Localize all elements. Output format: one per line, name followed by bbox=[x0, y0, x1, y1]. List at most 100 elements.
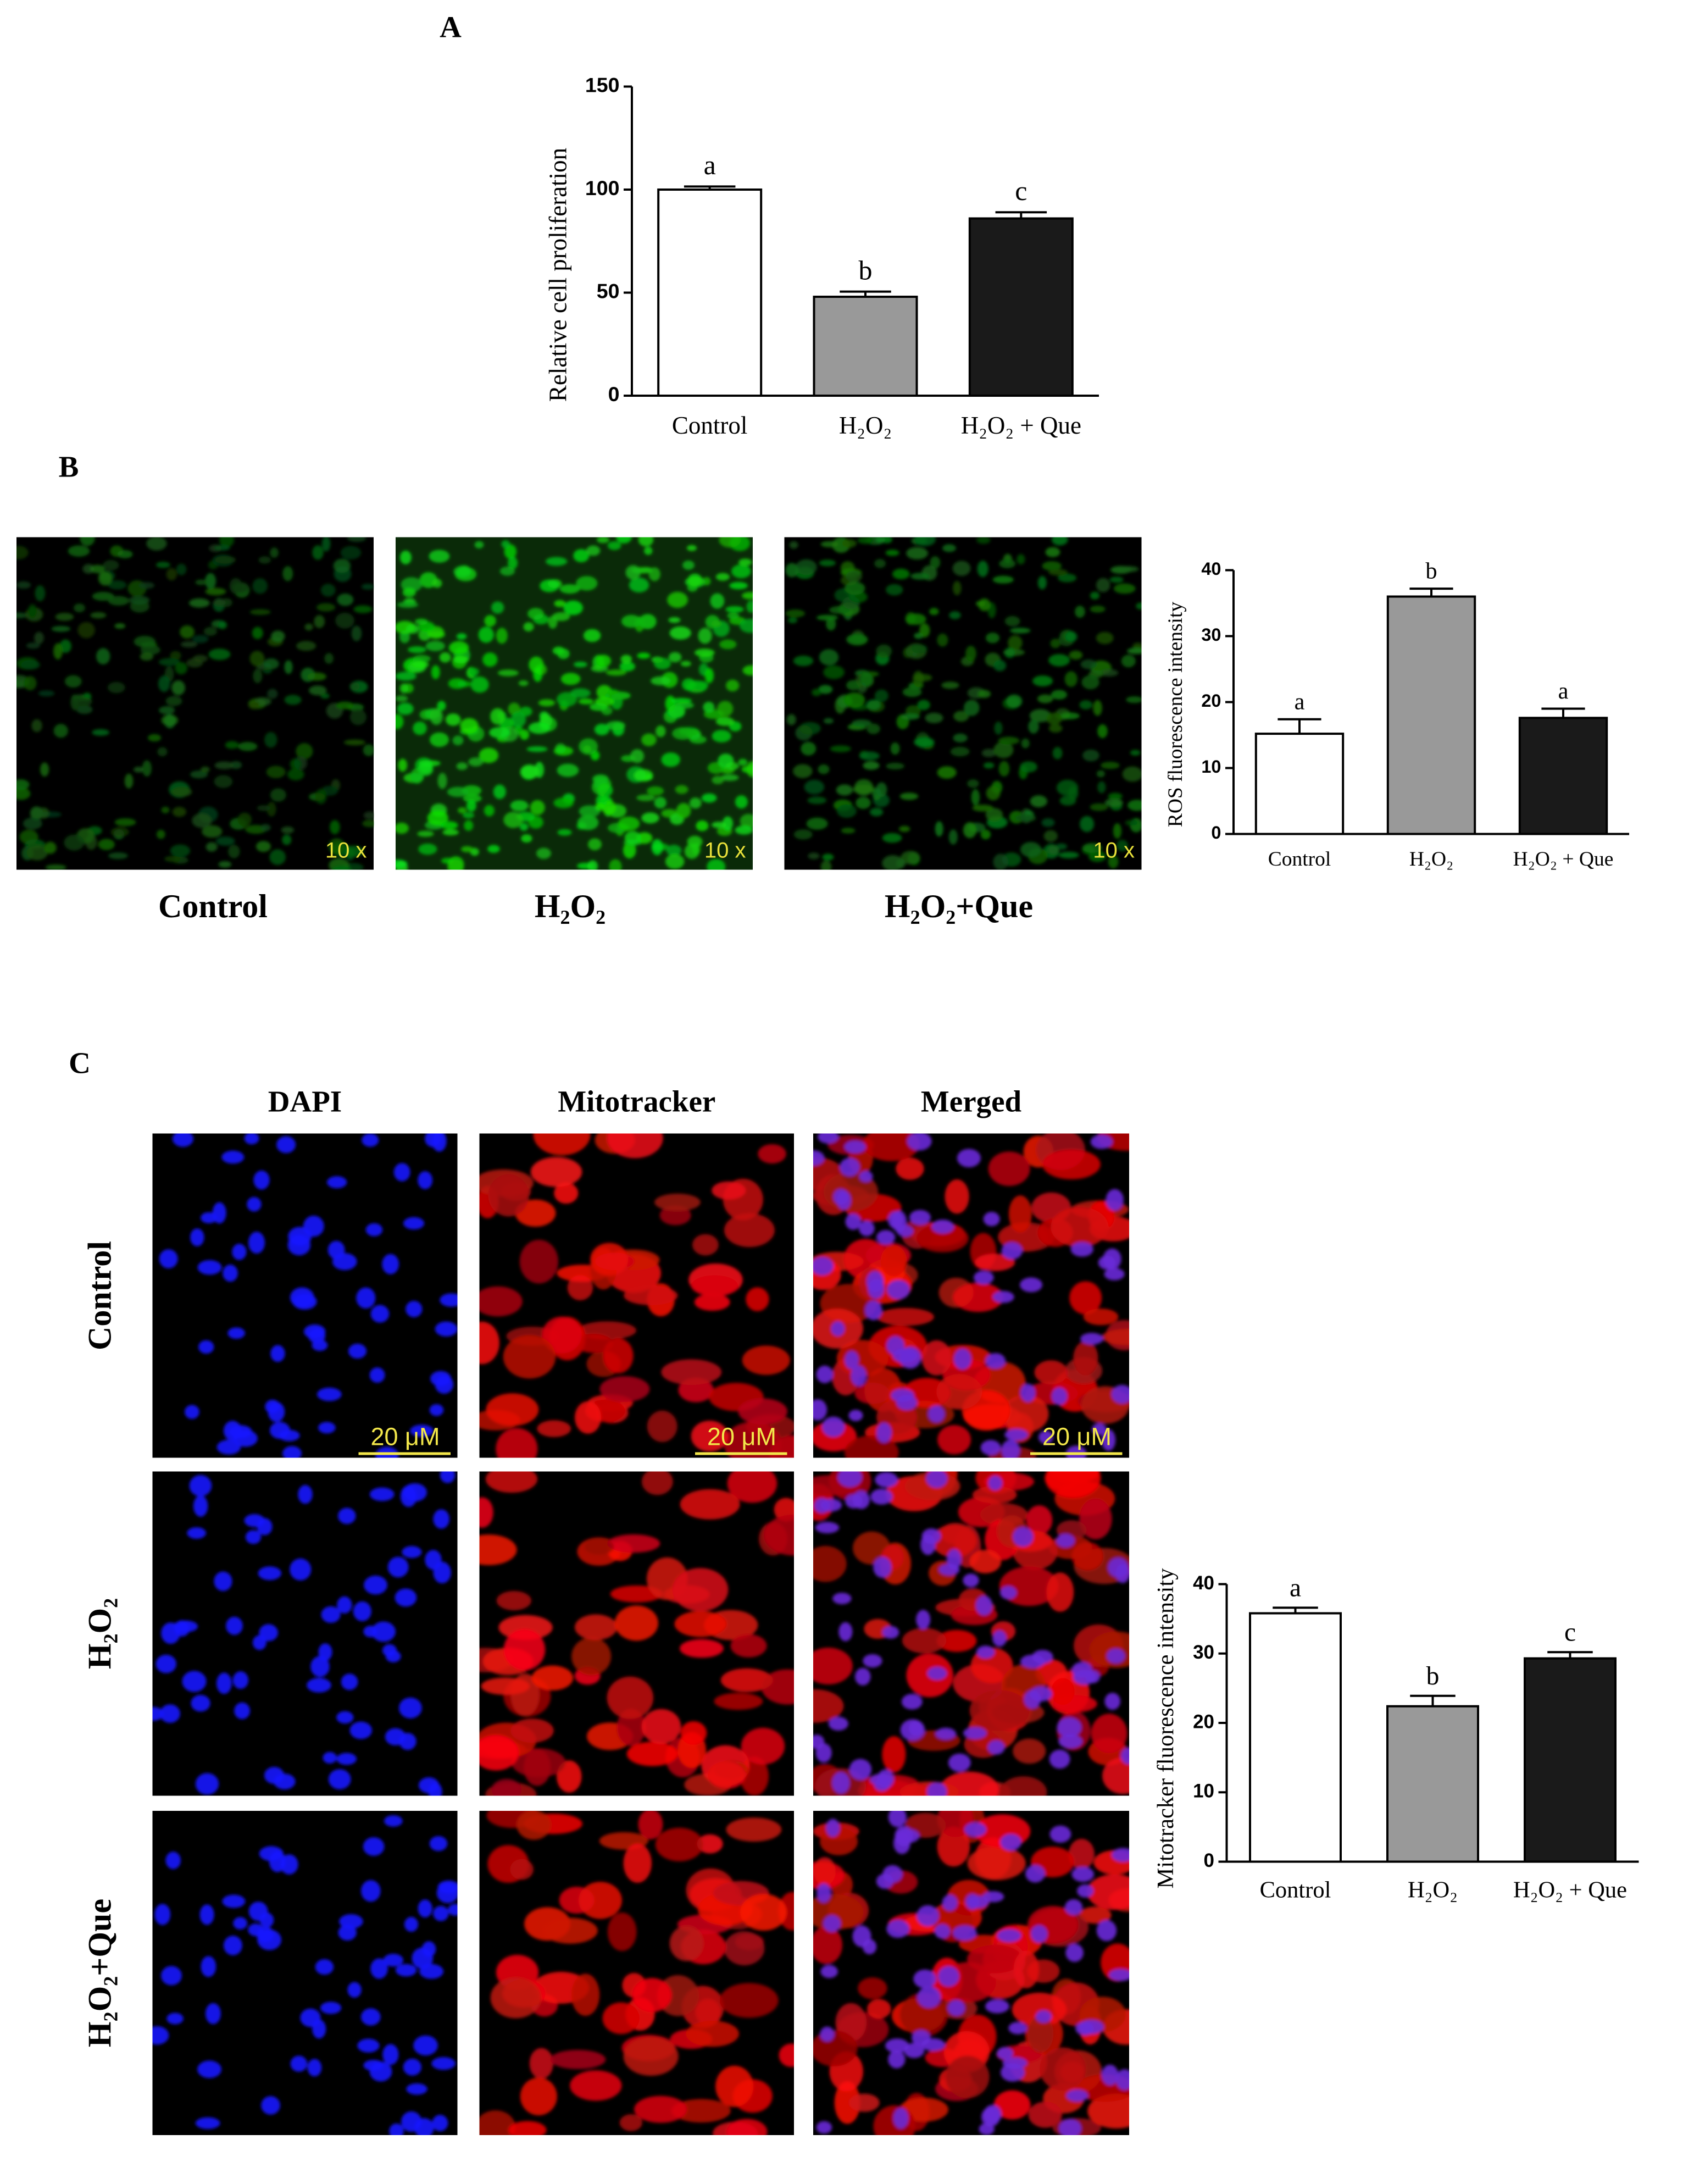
nucleus bbox=[816, 1365, 834, 1383]
nucleus bbox=[360, 2008, 381, 2026]
nucleus bbox=[182, 1671, 207, 1692]
nucleus bbox=[1002, 2057, 1027, 2069]
cell bbox=[466, 800, 476, 812]
nucleus bbox=[364, 1575, 387, 1595]
nucleus bbox=[926, 1471, 947, 1488]
cell bbox=[882, 1736, 906, 1773]
cell bbox=[983, 762, 995, 769]
nucleus bbox=[318, 1422, 336, 1434]
cell bbox=[129, 596, 150, 605]
cell bbox=[911, 644, 927, 653]
nucleus bbox=[222, 1894, 246, 1908]
nucleus bbox=[999, 1586, 1017, 1600]
cell bbox=[53, 724, 68, 738]
cell bbox=[863, 761, 880, 770]
cells bbox=[813, 1471, 1130, 1796]
cell bbox=[530, 1157, 582, 1187]
nucleus bbox=[849, 1759, 872, 1780]
cell bbox=[906, 613, 926, 625]
cell bbox=[812, 689, 822, 696]
nucleus bbox=[256, 1926, 274, 1943]
cell bbox=[901, 713, 920, 720]
cell bbox=[1090, 605, 1106, 613]
cell bbox=[110, 827, 130, 837]
cell bbox=[108, 580, 127, 590]
cell bbox=[1121, 655, 1136, 668]
nucleus bbox=[997, 1929, 1021, 1942]
cell bbox=[1045, 547, 1060, 557]
nucleus bbox=[980, 1440, 1001, 1456]
cell bbox=[666, 845, 682, 856]
cell bbox=[170, 844, 191, 857]
cell bbox=[680, 1721, 707, 1745]
nucleus bbox=[363, 1837, 385, 1856]
cell bbox=[176, 563, 187, 575]
nucleus bbox=[1058, 1734, 1082, 1749]
cell bbox=[577, 815, 599, 830]
nucleus bbox=[837, 1471, 862, 1487]
nucleus bbox=[1049, 1749, 1070, 1769]
nucleus bbox=[948, 1753, 971, 1772]
cell bbox=[96, 648, 110, 665]
nucleus bbox=[964, 1822, 987, 1837]
cell bbox=[560, 673, 581, 685]
nucleus bbox=[1020, 1277, 1043, 1293]
cell bbox=[1083, 1308, 1119, 1326]
cell bbox=[789, 541, 798, 549]
cell bbox=[674, 1611, 727, 1637]
cell bbox=[157, 747, 168, 757]
cell bbox=[793, 764, 813, 778]
cell bbox=[16, 787, 31, 800]
cell bbox=[1048, 845, 1059, 855]
nucleus bbox=[1104, 1268, 1125, 1281]
cell bbox=[1101, 762, 1120, 769]
cell bbox=[343, 739, 366, 746]
cell bbox=[171, 680, 185, 696]
cell bbox=[419, 760, 441, 767]
cell bbox=[697, 1834, 723, 1854]
nucleus bbox=[1000, 1834, 1022, 1851]
cell bbox=[1056, 843, 1068, 850]
cell bbox=[1082, 749, 1099, 762]
cell bbox=[248, 701, 260, 709]
cell bbox=[626, 1742, 678, 1766]
cell bbox=[175, 662, 187, 675]
micrograph bbox=[396, 537, 753, 870]
cell bbox=[237, 812, 252, 827]
cell bbox=[107, 681, 125, 694]
cell bbox=[711, 620, 721, 627]
nucleus bbox=[1103, 1248, 1121, 1270]
cell bbox=[712, 730, 731, 742]
cell bbox=[68, 545, 90, 557]
cell bbox=[704, 668, 714, 684]
nucleus bbox=[934, 1924, 951, 1939]
cell bbox=[542, 1917, 598, 1944]
cell bbox=[1069, 1281, 1102, 1315]
cell bbox=[597, 537, 609, 544]
cell bbox=[140, 645, 160, 655]
micrograph bbox=[813, 1133, 1130, 1458]
nucleus bbox=[248, 1232, 265, 1254]
nucleus bbox=[353, 1601, 371, 1622]
cell bbox=[524, 1749, 551, 1786]
cell bbox=[993, 659, 1007, 672]
nucleus bbox=[1020, 1383, 1036, 1403]
cell bbox=[142, 760, 152, 777]
nucleus bbox=[270, 1345, 285, 1362]
cell bbox=[396, 822, 409, 834]
cell bbox=[1113, 583, 1136, 594]
cell bbox=[624, 1286, 678, 1305]
cell bbox=[636, 794, 656, 801]
micrographs bbox=[16, 537, 1142, 2136]
nucleus bbox=[166, 2013, 184, 2025]
nucleus bbox=[261, 2096, 280, 2115]
cell bbox=[45, 864, 66, 870]
cell bbox=[215, 836, 235, 846]
cell bbox=[417, 830, 434, 837]
cell bbox=[725, 606, 744, 613]
nucleus bbox=[433, 1561, 451, 1584]
cell bbox=[212, 554, 234, 567]
nucleus bbox=[1107, 1648, 1125, 1664]
nucleus bbox=[984, 2104, 1002, 2124]
cell bbox=[1028, 2102, 1062, 2128]
